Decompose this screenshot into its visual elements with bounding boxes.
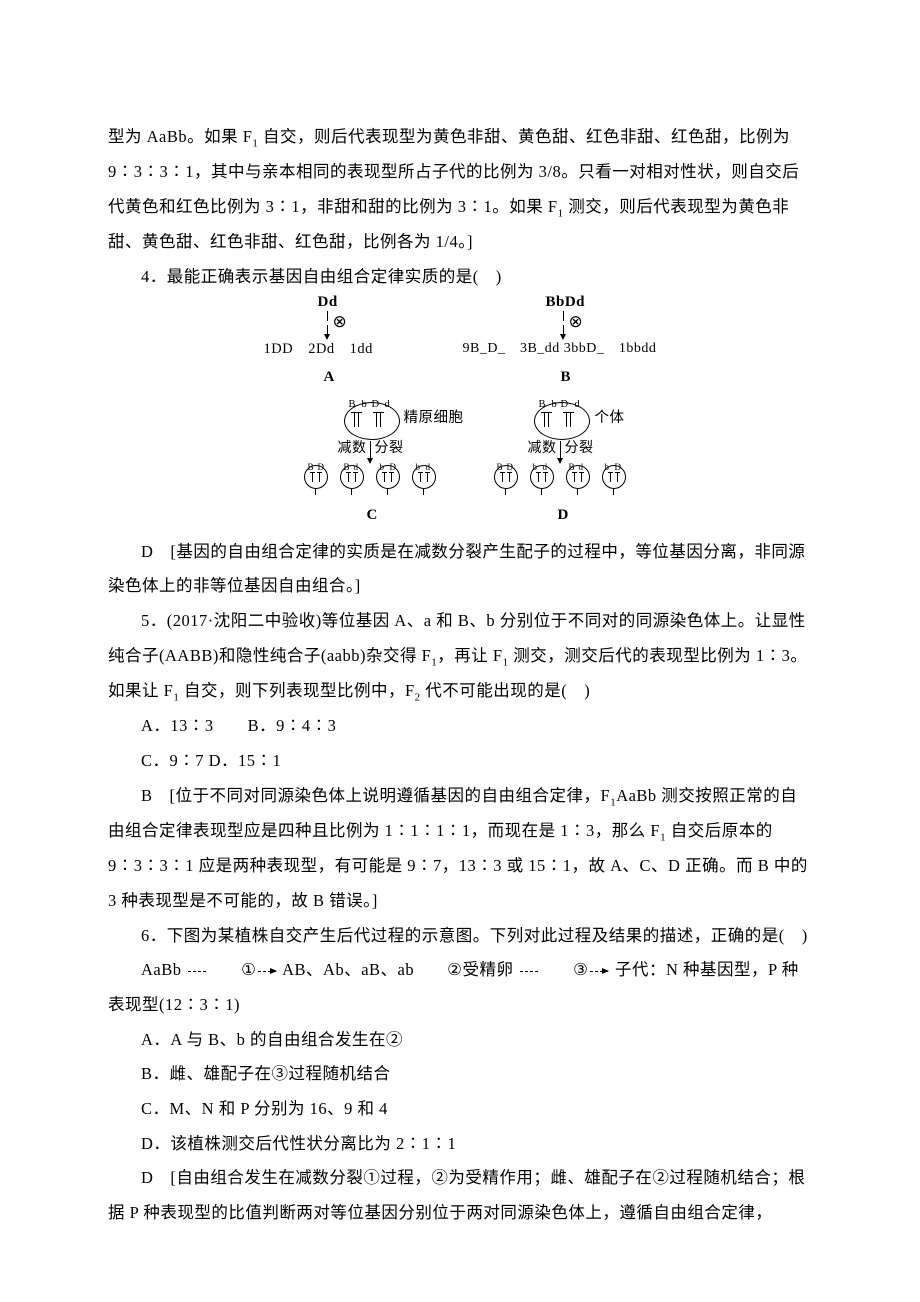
flow-gametes: AB、Ab、aB、ab — [282, 960, 414, 979]
panelC-midtext-r: 分裂 — [375, 442, 404, 456]
text: B [位于不同对同源染色体上说明遵循基因的自由组合定律，F — [141, 786, 610, 805]
panelA-label: A — [324, 370, 335, 385]
panelD-g4: b D — [602, 465, 626, 489]
circled-2: ② — [414, 953, 462, 988]
q6-option-D: D．该植株测交后代性状分离比为 2∶1∶1 — [108, 1127, 812, 1162]
panelA-arrow2 — [327, 325, 328, 335]
panelD-g3: B d — [566, 465, 590, 489]
panelC-parent-cell: B b D d — [344, 402, 400, 440]
panelC-label: C — [367, 508, 378, 523]
panelB-cross-icon: ⊗ — [569, 313, 584, 330]
circled-1: ① — [208, 953, 256, 988]
panelA-row: 1DD 2Dd 1dd — [264, 342, 373, 357]
panelB-arrow — [563, 311, 564, 321]
panelD-tag: 个体 — [595, 411, 625, 426]
question-4: 4．最能正确表示基因自由组合定律实质的是( ) — [108, 260, 812, 295]
q6-option-C: C．M、N 和 P 分别为 16、9 和 4 — [108, 1092, 812, 1127]
text: 型为 AaBb。如果 F — [108, 127, 252, 146]
q4-diagram: Dd ⊗ 1DD 2Dd 1dd A BbDd ⊗ 9B_D_ 3B_dd 3b… — [238, 295, 683, 533]
panelB-row: 9B_D_ 3B_dd 3bbD_ 1bbdd — [463, 342, 657, 356]
panelD-mid-arrow — [560, 441, 561, 459]
text: ，再让 F — [437, 646, 502, 665]
q6-flow: AaBb ① AB、Ab、aB、ab②受精卵 ③ 子代：N 种基因型，P 种表现… — [108, 953, 812, 1022]
panelC-midtext-l: 减数 — [338, 442, 367, 456]
document-page: 型为 AaBb。如果 F1 自交，则后代表现型为黄色非甜、黄色甜、红色非甜、红色… — [0, 0, 920, 1302]
dash-icon — [520, 971, 538, 972]
panelC-g3: b D — [376, 465, 400, 489]
q4-diagram-wrap: Dd ⊗ 1DD 2Dd 1dd A BbDd ⊗ 9B_D_ 3B_dd 3b… — [108, 295, 812, 533]
panelA-cross-icon: ⊗ — [333, 313, 348, 330]
circled-3: ③ — [540, 953, 588, 988]
dash-arrow-icon — [258, 971, 276, 972]
panelD-mid-arrowhead — [557, 458, 563, 464]
panelA-top: Dd — [318, 295, 338, 310]
panelC-g4: b d — [412, 465, 436, 489]
dash-arrow-icon — [590, 971, 608, 972]
q5-option-CD: C．9∶7 D．15∶1 — [108, 744, 812, 779]
flow-start: AaBb — [141, 960, 182, 979]
paragraph-cont: 型为 AaBb。如果 F1 自交，则后代表现型为黄色非甜、黄色甜、红色非甜、红色… — [108, 120, 812, 260]
panelD-g2: b d — [530, 465, 554, 489]
panelC-tag: 精原细胞 — [404, 411, 464, 426]
panelB-arrow2 — [563, 325, 564, 335]
panelB-label: B — [561, 370, 572, 385]
panelB-top: BbDd — [546, 295, 586, 310]
panelD-midtext-r: 分裂 — [565, 442, 594, 456]
panelC-g1: B D — [304, 465, 328, 489]
panelC-g2: B d — [340, 465, 364, 489]
q5-option-AB: A．13∶3 B．9∶4∶3 — [108, 709, 812, 744]
answer-6: D [自由组合发生在减数分裂①过程，②为受精作用；雌、雄配子在②过程随机结合；根… — [108, 1161, 812, 1230]
answer-5: B [位于不同对同源染色体上说明遵循基因的自由组合定律，F1AaBb 测交按照正… — [108, 779, 812, 919]
q6-option-B: B．雌、雄配子在③过程随机结合 — [108, 1057, 812, 1092]
panelC-mid-arrow — [370, 441, 371, 459]
panelD-g1: B D — [494, 465, 518, 489]
panelC-mid-arrowhead — [367, 458, 373, 464]
answer-4: D [基因的自由组合定律的实质是在减数分裂产生配子的过程中，等位基因分离，非同源… — [108, 535, 812, 604]
panelD-label: D — [558, 508, 569, 523]
flow-fert: 受精卵 — [462, 960, 513, 979]
q6-option-A: A．A 与 B、b 的自由组合发生在② — [108, 1023, 812, 1058]
dash-icon — [188, 971, 206, 972]
text: 代不可能出现的是( ) — [421, 681, 591, 700]
panelD-parent-cell: B b D d — [534, 402, 590, 440]
panelA-arrow — [327, 311, 328, 321]
text: 自交，则下列表现型比例中，F — [179, 681, 414, 700]
question-6: 6．下图为某植株自交产生后代过程的示意图。下列对此过程及结果的描述，正确的是( … — [108, 919, 812, 954]
panelD-midtext-l: 减数 — [528, 442, 557, 456]
question-5: 5．(2017·沈阳二中验收)等位基因 A、a 和 B、b 分别位于不同对的同源… — [108, 604, 812, 709]
